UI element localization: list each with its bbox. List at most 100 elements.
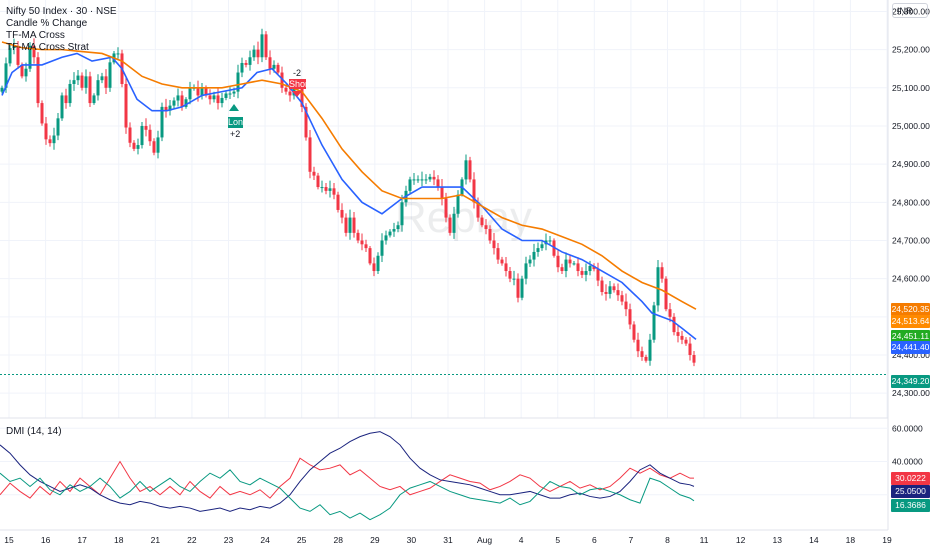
candle bbox=[252, 45, 256, 61]
time-tick-label: 14 bbox=[809, 535, 819, 545]
candle bbox=[8, 44, 12, 67]
candle bbox=[308, 129, 312, 179]
legend-tf-ma-cross[interactable]: TF-MA Cross bbox=[6, 30, 65, 41]
legend-candle-change[interactable]: Candle % Change bbox=[6, 18, 88, 29]
dmi-tag-plus: 30.0222 bbox=[891, 472, 930, 485]
candle bbox=[596, 262, 600, 287]
candle bbox=[408, 176, 412, 194]
candle bbox=[228, 87, 232, 100]
candle bbox=[372, 257, 376, 277]
candle bbox=[464, 154, 468, 185]
candle bbox=[40, 100, 44, 126]
candle bbox=[376, 252, 380, 275]
candle bbox=[672, 313, 676, 336]
candle bbox=[504, 256, 508, 277]
candle bbox=[160, 102, 164, 142]
dmi-title[interactable]: DMI (14, 14) bbox=[6, 426, 62, 437]
candle bbox=[72, 72, 76, 91]
price-tag-slow-ma: 24,520.35 bbox=[891, 303, 930, 316]
short-qty: -2 bbox=[293, 68, 301, 78]
candle bbox=[416, 175, 420, 183]
price-tick-label: 24,900.00 bbox=[892, 159, 930, 169]
candle bbox=[108, 57, 112, 92]
dmi-plus-line bbox=[0, 457, 695, 499]
candle bbox=[12, 38, 16, 55]
candle bbox=[652, 301, 656, 343]
candle bbox=[432, 170, 436, 186]
candle bbox=[636, 332, 640, 358]
candle bbox=[240, 57, 244, 78]
candle bbox=[256, 41, 260, 65]
candle bbox=[680, 330, 684, 345]
candle bbox=[84, 69, 88, 94]
candle bbox=[364, 239, 368, 253]
candle bbox=[384, 230, 388, 245]
candle bbox=[16, 40, 20, 70]
candle bbox=[628, 303, 632, 330]
candle bbox=[352, 211, 356, 238]
candle bbox=[320, 180, 324, 193]
slow-ma-line bbox=[1, 41, 697, 310]
candle bbox=[560, 263, 564, 275]
candle bbox=[452, 206, 456, 239]
currency-button[interactable]: INR bbox=[892, 3, 928, 18]
candle bbox=[568, 254, 572, 268]
candle bbox=[496, 243, 500, 264]
candle bbox=[260, 28, 264, 63]
candle bbox=[184, 97, 188, 109]
short-label: Short bbox=[289, 79, 311, 89]
candle bbox=[220, 92, 224, 108]
candle bbox=[96, 74, 100, 101]
candle bbox=[580, 267, 584, 279]
dmi-grid bbox=[0, 427, 888, 496]
candle bbox=[660, 262, 664, 283]
time-tick-label: 7 bbox=[629, 535, 634, 545]
candle bbox=[172, 97, 176, 109]
candle bbox=[448, 214, 452, 236]
candle bbox=[28, 42, 32, 72]
time-tick-label: 29 bbox=[370, 535, 380, 545]
candle bbox=[492, 233, 496, 255]
candle bbox=[244, 60, 248, 68]
candle bbox=[276, 62, 280, 75]
time-tick-label: 15 bbox=[4, 535, 14, 545]
time-tick-label: Aug bbox=[477, 535, 492, 545]
candle bbox=[624, 293, 628, 317]
candle bbox=[644, 354, 648, 363]
legend-symbol[interactable]: Nifty 50 Index · 30 · NSE bbox=[6, 6, 117, 17]
candle bbox=[380, 233, 384, 262]
short-arrow-icon bbox=[292, 91, 302, 97]
candle bbox=[360, 233, 364, 251]
ma-lines bbox=[1, 41, 697, 340]
time-tick-label: 4 bbox=[519, 535, 524, 545]
dmi-tag-minus: 16.3686 bbox=[891, 499, 930, 512]
signals: Long +2 -2 Short bbox=[228, 68, 311, 139]
candle bbox=[60, 92, 64, 121]
candle bbox=[104, 69, 108, 94]
time-tick-label: 6 bbox=[592, 535, 597, 545]
candle bbox=[684, 337, 688, 346]
candle bbox=[132, 140, 136, 152]
candle bbox=[676, 324, 680, 343]
time-tick-label: 18 bbox=[846, 535, 856, 545]
price-tag-slow-ma-2: 24,513.64 bbox=[891, 315, 930, 328]
candle bbox=[356, 229, 360, 244]
candle bbox=[480, 215, 484, 228]
time-tick-label: 16 bbox=[41, 535, 51, 545]
time-tick-label: 5 bbox=[555, 535, 560, 545]
short-signal-box bbox=[289, 79, 306, 89]
candle bbox=[616, 283, 620, 301]
candle bbox=[520, 275, 524, 301]
candle bbox=[428, 173, 432, 182]
candle bbox=[200, 82, 204, 100]
candle bbox=[44, 117, 48, 145]
candle bbox=[24, 62, 28, 82]
legend-tf-ma-strat[interactable]: TF-MA Cross Strat bbox=[6, 42, 89, 53]
time-tick-label: 8 bbox=[665, 535, 670, 545]
candle bbox=[608, 280, 612, 299]
candle bbox=[548, 235, 552, 245]
time-tick-label: 11 bbox=[700, 535, 709, 545]
candle bbox=[48, 135, 52, 147]
price-tick-label: 24,700.00 bbox=[892, 235, 930, 245]
